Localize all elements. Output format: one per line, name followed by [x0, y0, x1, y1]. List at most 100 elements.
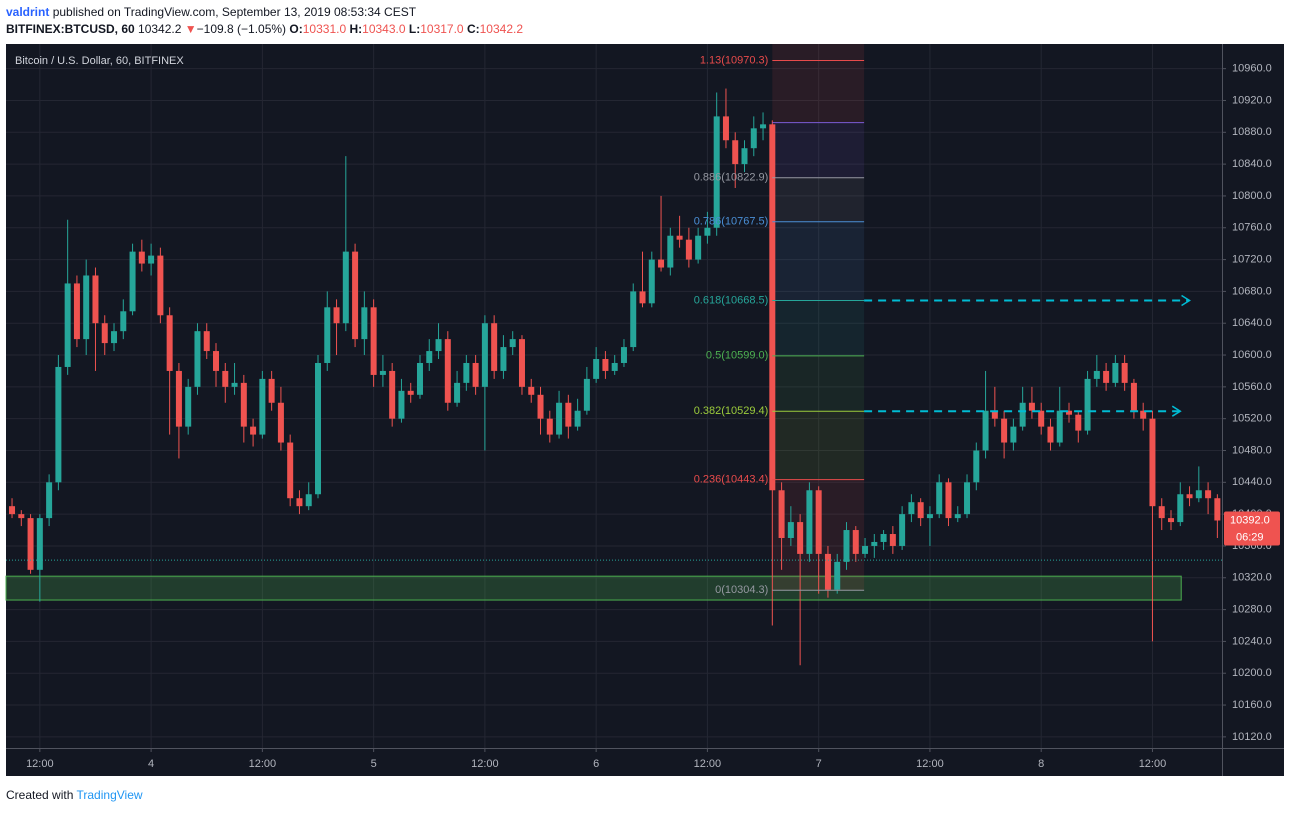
- candle-body: [36, 518, 43, 570]
- y-tick-label: 10280.0: [1232, 603, 1272, 615]
- c-label: C:: [466, 22, 480, 36]
- candle-body: [518, 339, 525, 387]
- candle-body: [463, 362, 470, 383]
- candle-body: [1075, 414, 1082, 431]
- fib-label: 0.618(10668.5): [694, 294, 769, 306]
- arrow: ▼: [184, 22, 197, 36]
- candle-body: [120, 311, 127, 332]
- candle-body: [129, 251, 136, 312]
- candle-body: [639, 291, 646, 304]
- candle-body: [667, 235, 674, 268]
- candle-body: [676, 235, 683, 240]
- x-tick-label: 12:00: [249, 758, 277, 770]
- x-tick-label: 12:00: [471, 758, 499, 770]
- fib-label: 0.5(10599.0): [706, 350, 768, 362]
- candle-body: [9, 506, 16, 515]
- candle-body: [778, 490, 785, 538]
- candle-body: [166, 315, 173, 371]
- candle-body: [250, 426, 257, 435]
- candle-body: [843, 530, 850, 562]
- candle-body: [760, 124, 767, 129]
- brand[interactable]: TradingView: [76, 788, 143, 802]
- candle-body: [472, 362, 479, 387]
- l: 10317.0: [420, 22, 464, 36]
- candle-body: [305, 494, 312, 507]
- candle-body: [444, 339, 451, 403]
- candle-body: [379, 370, 386, 375]
- y-tick-label: 10960.0: [1232, 63, 1272, 75]
- price-tag: [1224, 511, 1280, 546]
- candle-body: [1186, 494, 1193, 499]
- y-tick-label: 10720.0: [1232, 253, 1272, 265]
- candle-body: [157, 255, 164, 316]
- candle-body: [287, 442, 294, 499]
- h-label: H:: [349, 22, 363, 36]
- fib-label: 0.886(10822.9): [694, 172, 769, 184]
- candle-body: [648, 259, 655, 304]
- candle-body: [574, 410, 581, 427]
- symbol-line: BITFINEX:BTCUSD, 60 10342.2 ▼−109.8 (−1.…: [6, 22, 523, 36]
- candle-body: [1010, 426, 1017, 443]
- candle-body: [658, 259, 665, 268]
- fib-label: 0(10304.3): [715, 584, 768, 596]
- y-tick-label: 10560.0: [1232, 381, 1272, 393]
- candle-body: [277, 402, 284, 443]
- candle-body: [1177, 494, 1184, 523]
- candle-body: [370, 307, 377, 375]
- candle-body: [111, 331, 118, 344]
- x-tick-label: 6: [593, 758, 599, 770]
- candle-body: [361, 307, 368, 340]
- candle-body: [926, 514, 933, 519]
- candle-body: [342, 251, 349, 324]
- candle-body: [138, 251, 145, 264]
- l-label: L:: [408, 22, 421, 36]
- y-tick-label: 10800.0: [1232, 190, 1272, 202]
- y-tick-label: 10200.0: [1232, 667, 1272, 679]
- candle-body: [194, 331, 201, 387]
- candle-body: [899, 514, 906, 546]
- fib-band: [772, 355, 865, 412]
- candle-body: [630, 291, 637, 348]
- x-tick-label: 7: [816, 758, 822, 770]
- candle-body: [83, 275, 90, 340]
- x-tick-label: 12:00: [26, 758, 54, 770]
- candle-body: [203, 331, 210, 352]
- candle-body: [834, 561, 841, 590]
- candle-body: [185, 386, 192, 427]
- candle-body: [602, 359, 609, 371]
- candle-body: [1066, 410, 1073, 415]
- candle-body: [240, 382, 247, 427]
- candle-body: [991, 410, 998, 419]
- candle-body: [416, 362, 423, 395]
- x-tick-label: 12:00: [1139, 758, 1167, 770]
- candle-body: [1140, 410, 1147, 419]
- y-tick-label: 10320.0: [1232, 572, 1272, 584]
- o-label: O:: [289, 22, 303, 36]
- price-tag-countdown: 06:29: [1236, 531, 1264, 543]
- candle-body: [259, 378, 266, 435]
- chart-bg: [6, 44, 1284, 776]
- candle-body: [1047, 426, 1054, 443]
- candle-body: [871, 541, 878, 546]
- last: 10342.2: [138, 22, 182, 36]
- y-tick-label: 10640.0: [1232, 317, 1272, 329]
- candle-body: [333, 307, 340, 324]
- candle-body: [1121, 362, 1128, 383]
- candle-body: [1019, 402, 1026, 427]
- candle-body: [175, 370, 182, 427]
- candle-body: [481, 323, 488, 387]
- candle-body: [1112, 362, 1119, 383]
- fib-label: 0.236(10443.4): [694, 474, 769, 486]
- candle-body: [741, 148, 748, 165]
- fib-label: 0.786(10767.5): [694, 216, 769, 228]
- candle-body: [880, 534, 887, 542]
- y-tick-label: 10760.0: [1232, 222, 1272, 234]
- candle-body: [685, 239, 692, 260]
- publish-line: valdrint published on TradingView.com, S…: [6, 5, 416, 19]
- candle-body: [426, 351, 433, 363]
- author[interactable]: valdrint: [6, 5, 50, 19]
- candle-body: [546, 418, 553, 435]
- change: −109.8 (−1.05%): [196, 22, 287, 36]
